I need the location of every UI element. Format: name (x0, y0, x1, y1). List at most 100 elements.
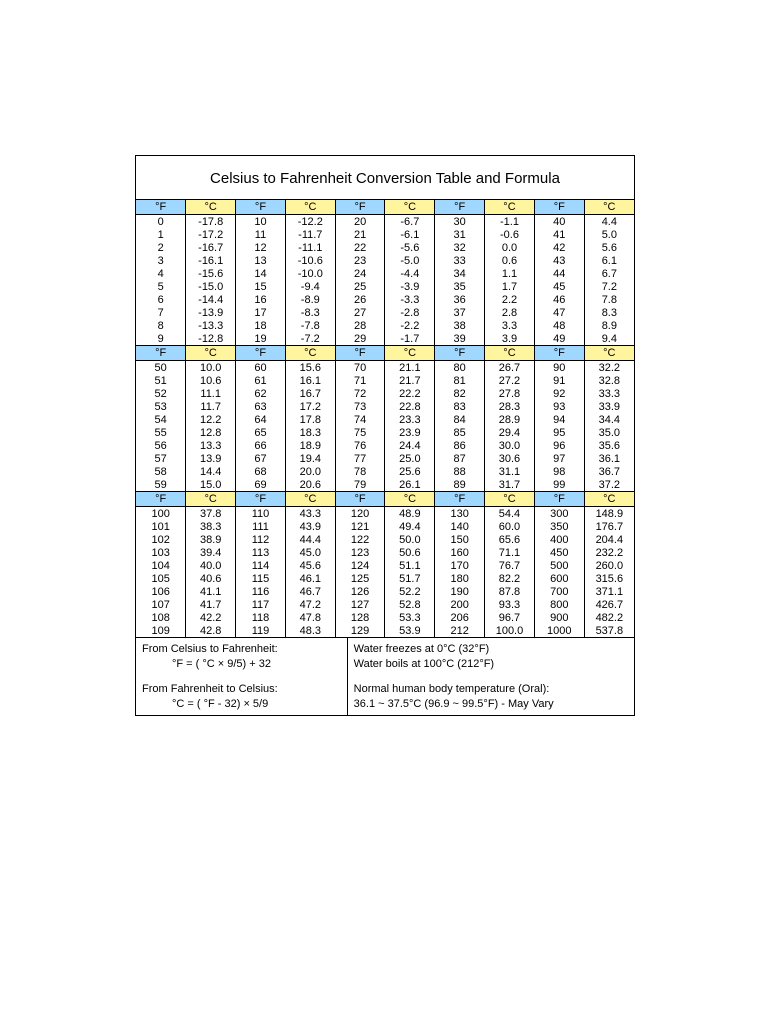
conversion-table: °F°C°F°C°F°C°F°C°F°C5010.06015.67021.180… (136, 346, 634, 491)
cell-c: 0.0 (485, 241, 535, 254)
cell-c: -17.8 (186, 215, 236, 229)
cell-c: -12.2 (285, 215, 335, 229)
cell-c: 44.4 (285, 533, 335, 546)
cell-f: 50 (136, 361, 186, 375)
cell-f: 38 (435, 319, 485, 332)
cell-f: 1000 (534, 624, 584, 637)
cell-f: 80 (435, 361, 485, 375)
cell-f: 86 (435, 439, 485, 452)
cell-c: 28.3 (485, 400, 535, 413)
cell-c: 371.1 (584, 585, 634, 598)
cell-c: -6.7 (385, 215, 435, 229)
cell-c: -11.7 (285, 228, 335, 241)
table-row: 5512.86518.37523.98529.49535.0 (136, 426, 634, 439)
cell-f: 58 (136, 465, 186, 478)
cell-f: 102 (136, 533, 186, 546)
cell-c: -2.8 (385, 306, 435, 319)
col-header-f: °F (236, 492, 286, 507)
cell-f: 32 (435, 241, 485, 254)
cell-c: 37.8 (186, 507, 236, 521)
cell-c: -15.6 (186, 267, 236, 280)
col-header-f: °F (534, 492, 584, 507)
cell-c: 40.6 (186, 572, 236, 585)
cell-c: 42.2 (186, 611, 236, 624)
cell-f: 55 (136, 426, 186, 439)
cell-f: 46 (534, 293, 584, 306)
cell-c: 23.3 (385, 413, 435, 426)
cell-f: 170 (435, 559, 485, 572)
cell-f: 23 (335, 254, 385, 267)
col-header-f: °F (435, 200, 485, 215)
col-header-f: °F (435, 492, 485, 507)
cell-f: 12 (236, 241, 286, 254)
cell-f: 0 (136, 215, 186, 229)
cell-c: 31.1 (485, 465, 535, 478)
cell-f: 5 (136, 280, 186, 293)
cell-c: 22.8 (385, 400, 435, 413)
cell-c: 52.2 (385, 585, 435, 598)
cell-f: 77 (335, 452, 385, 465)
conversion-blocks: °F°C°F°C°F°C°F°C°F°C0-17.810-12.220-6.73… (136, 200, 634, 638)
col-header-f: °F (435, 346, 485, 361)
table-row: 5713.96719.47725.08730.69736.1 (136, 452, 634, 465)
cell-c: 12.8 (186, 426, 236, 439)
cell-c: 22.2 (385, 387, 435, 400)
cell-f: 180 (435, 572, 485, 585)
cell-f: 29 (335, 332, 385, 345)
cell-f: 68 (236, 465, 286, 478)
cell-c: 12.2 (186, 413, 236, 426)
cell-f: 212 (435, 624, 485, 637)
cell-f: 600 (534, 572, 584, 585)
cell-f: 16 (236, 293, 286, 306)
cell-f: 67 (236, 452, 286, 465)
cell-f: 122 (335, 533, 385, 546)
cell-f: 103 (136, 546, 186, 559)
cell-c: 6.7 (584, 267, 634, 280)
cell-c: 65.6 (485, 533, 535, 546)
table-row: 1-17.211-11.721-6.131-0.6415.0 (136, 228, 634, 241)
cell-c: -3.3 (385, 293, 435, 306)
cell-f: 65 (236, 426, 286, 439)
cell-c: 148.9 (584, 507, 634, 521)
cell-c: 482.2 (584, 611, 634, 624)
cell-f: 190 (435, 585, 485, 598)
table-row: 0-17.810-12.220-6.730-1.1404.4 (136, 215, 634, 229)
cell-c: -11.1 (285, 241, 335, 254)
cell-f: 97 (534, 452, 584, 465)
cell-c: 41.7 (186, 598, 236, 611)
cell-c: -10.6 (285, 254, 335, 267)
cell-c: 36.7 (584, 465, 634, 478)
cell-c: 2.8 (485, 306, 535, 319)
cell-c: -16.1 (186, 254, 236, 267)
table-row: 5613.36618.97624.48630.09635.6 (136, 439, 634, 452)
cell-f: 34 (435, 267, 485, 280)
cell-c: 35.0 (584, 426, 634, 439)
cell-c: 29.4 (485, 426, 535, 439)
cell-f: 450 (534, 546, 584, 559)
table-row: 7-13.917-8.327-2.8372.8478.3 (136, 306, 634, 319)
cell-c: 46.7 (285, 585, 335, 598)
cell-f: 95 (534, 426, 584, 439)
boil-text: Water boils at 100°C (212°F) (354, 657, 628, 672)
table-row: 5915.06920.67926.18931.79937.2 (136, 478, 634, 491)
cell-c: 40.0 (186, 559, 236, 572)
cell-c: 47.8 (285, 611, 335, 624)
cell-f: 63 (236, 400, 286, 413)
cell-c: 232.2 (584, 546, 634, 559)
cell-f: 70 (335, 361, 385, 375)
col-header-c: °C (584, 346, 634, 361)
col-header-f: °F (236, 346, 286, 361)
cell-f: 121 (335, 520, 385, 533)
cell-f: 98 (534, 465, 584, 478)
page-title: Celsius to Fahrenheit Conversion Table a… (136, 156, 634, 200)
cell-c: 38.3 (186, 520, 236, 533)
cell-c: 34.4 (584, 413, 634, 426)
cell-c: 15.6 (285, 361, 335, 375)
cell-f: 52 (136, 387, 186, 400)
cell-f: 59 (136, 478, 186, 491)
cell-c: 25.6 (385, 465, 435, 478)
cell-f: 111 (236, 520, 286, 533)
cell-c: 8.3 (584, 306, 634, 319)
cell-f: 21 (335, 228, 385, 241)
col-header-c: °C (584, 492, 634, 507)
